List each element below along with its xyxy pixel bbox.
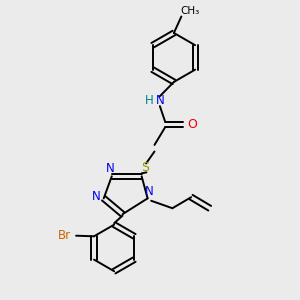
Text: Br: Br bbox=[58, 229, 71, 242]
Text: O: O bbox=[187, 118, 197, 131]
Text: N: N bbox=[92, 190, 100, 203]
Text: N: N bbox=[106, 162, 115, 175]
Text: S: S bbox=[141, 161, 148, 174]
Text: N: N bbox=[155, 94, 164, 107]
Text: N: N bbox=[145, 185, 154, 198]
Text: H: H bbox=[145, 94, 154, 107]
Text: CH₃: CH₃ bbox=[181, 5, 200, 16]
